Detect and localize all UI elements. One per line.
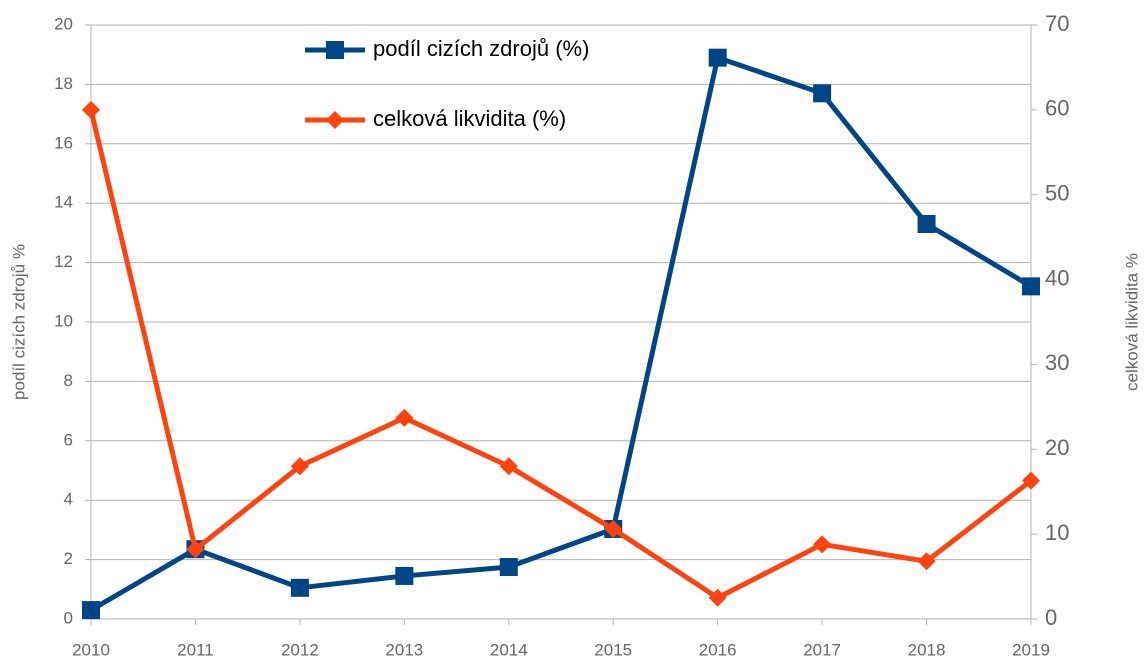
y2-axis-label: celková likvidita % [1122, 253, 1141, 391]
y-tick-label: 6 [64, 430, 73, 449]
point [1022, 471, 1040, 490]
y2-tick-label: 0 [1045, 605, 1057, 630]
y-tick-label: 10 [54, 311, 73, 330]
y2-tick-label: 10 [1045, 520, 1069, 545]
series-line [89, 55, 1033, 613]
x-tick-label: 2015 [594, 640, 632, 659]
y-tick-label: 20 [54, 14, 73, 33]
y-tick-label: 14 [54, 193, 73, 212]
legend-label: celková likvidita (%) [373, 106, 566, 131]
point [499, 558, 518, 577]
y-axis-label: podíl cizích zdrojů % [9, 244, 28, 400]
y2-tick-label: 50 [1045, 181, 1069, 206]
point [1022, 277, 1040, 296]
point [82, 100, 100, 119]
x-tick-label: 2014 [490, 640, 528, 659]
point [708, 48, 727, 67]
series-line [88, 109, 1033, 601]
legend-label: podíl cizích zdrojů (%) [373, 36, 589, 61]
x-tick-label: 2013 [385, 640, 423, 659]
point [604, 520, 623, 539]
x-tick-label: 2016 [699, 640, 737, 659]
point [917, 552, 936, 571]
legend-marker [326, 111, 344, 129]
legend-marker [326, 41, 344, 59]
x-tick-label: 2012 [281, 640, 319, 659]
point [499, 457, 518, 476]
point [813, 84, 832, 103]
y2-tick-label: 70 [1045, 11, 1069, 36]
x-tick-label: 2019 [1012, 640, 1050, 659]
y2-tick-label: 60 [1045, 96, 1069, 121]
y-tick-label: 8 [64, 371, 73, 390]
point [82, 601, 100, 620]
x-tick-label: 2017 [803, 640, 841, 659]
point [186, 540, 205, 559]
y-tick-label: 0 [64, 608, 73, 627]
y2-tick-label: 20 [1045, 435, 1069, 460]
point [290, 578, 309, 597]
point [395, 408, 414, 427]
x-tick-label: 2010 [72, 640, 110, 659]
y-tick-label: 4 [64, 490, 73, 509]
point [813, 535, 832, 554]
y-tick-label: 2 [64, 549, 73, 568]
x-tick-label: 2011 [177, 640, 214, 659]
y-tick-label: 16 [54, 133, 73, 152]
y2-tick-label: 30 [1045, 350, 1069, 375]
point [708, 588, 727, 607]
point [290, 457, 309, 476]
y-tick-label: 18 [54, 74, 73, 93]
point [395, 566, 414, 585]
y2-tick-label: 40 [1045, 265, 1069, 290]
y-tick-label: 12 [54, 252, 73, 271]
point [917, 214, 936, 233]
x-tick-label: 2018 [908, 640, 946, 659]
